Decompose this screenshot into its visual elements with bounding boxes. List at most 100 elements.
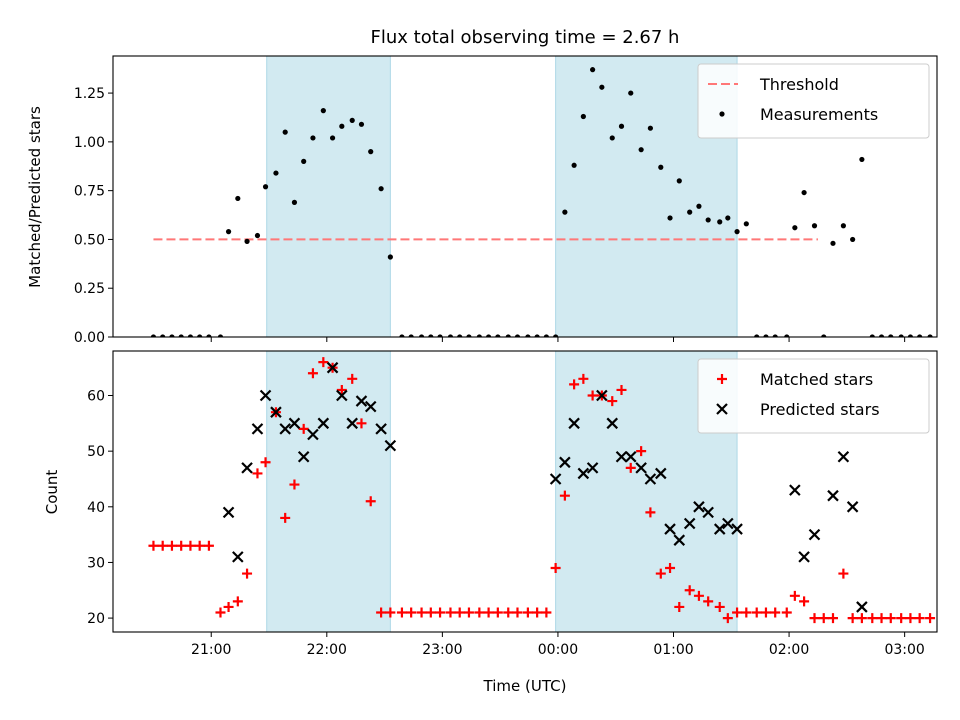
matched-star-point [578,373,589,384]
measurement-point [628,90,634,96]
measurement-point [743,221,749,227]
predicted-star-point [808,528,821,541]
predicted-star-point [722,517,734,530]
predicted-star-point [693,501,705,513]
measurement-point [888,334,894,337]
predicted-star-point [837,450,850,463]
matched-star-point [838,568,849,579]
matched-star-point [722,613,733,624]
measurement-point [329,135,336,141]
matched-star-point [503,607,514,618]
predicted-star-point [606,417,619,430]
matched-star-point [818,613,829,624]
matched-star-point [809,613,820,624]
measurement-point [754,334,760,337]
measurement-point [428,334,434,337]
matched-star-point [885,613,896,624]
measurement-point [254,232,261,239]
measurement-point [187,334,194,337]
predicted-star-point [635,462,647,474]
measurement-point [734,229,740,235]
predicted-star-point [731,523,743,535]
measurement-point [534,334,540,337]
matched-star-point [799,596,810,607]
bottom-y-tick-label: 40 [87,500,105,516]
top-legend: Threshold Measurements [697,63,930,139]
x-tick-label: 21:00 [191,642,231,658]
predicted-star-point [346,417,359,430]
predicted-star-point [549,473,562,485]
matched-star-point [425,607,436,618]
measurement-point [206,334,212,337]
measurement-point [553,334,559,337]
legend-box [697,63,930,139]
matched-star-point [365,496,376,507]
matched-star-point [714,601,725,612]
measurement-point [378,186,384,192]
measurement-point [262,184,269,190]
legend-label: Measurements [760,105,878,124]
measurement-point [869,334,875,337]
measurement-point [525,334,531,337]
measurement-point [859,156,865,163]
top-y-axis-label: Matched/Predicted stars [26,106,44,288]
measurement-point [437,334,443,337]
matched-star-point [665,563,676,574]
matched-star-point [307,368,318,379]
predicted-star-point [251,423,264,435]
matched-star-point [483,607,494,618]
matched-star-point [847,613,858,624]
matched-star-point [289,479,300,490]
measurement-point [418,334,425,337]
bottom-y-tick-label: 60 [87,389,105,405]
matched-star-point [587,390,598,401]
matched-star-point [867,613,878,624]
matched-star-point [856,613,867,624]
predicted-star-point [702,506,714,519]
legend-predicted-swatch [716,403,728,415]
bottom-y-tick-label: 50 [87,444,105,460]
predicted-star-point [384,439,397,452]
matched-star-point [703,596,714,607]
bottom-y-tick-label: 30 [87,555,105,571]
predicted-star-point [355,395,368,407]
measurement-point [580,113,586,120]
matched-star-point [435,607,446,618]
matched-star-point [260,457,271,468]
predicted-star-point [586,462,599,474]
measurement-point [150,334,157,337]
matched-star-point [406,607,417,618]
matched-star-point [655,568,666,579]
predicted-star-point [827,489,839,502]
legend-label: Predicted stars [760,400,880,419]
measurement-point [917,334,923,337]
matched-star-point [166,540,177,551]
predicted-star-point [673,534,686,546]
predicted-star-point [596,389,608,402]
measurement-point [244,238,250,244]
matched-star-point [148,540,159,551]
predicted-star-point [288,417,301,430]
matched-star-point [636,446,647,457]
matched-star-point [896,613,907,624]
matched-star-point [616,384,627,395]
matched-star-point [157,540,168,551]
measurement-point [772,334,778,337]
matched-star-point [385,607,396,618]
measurement-point [609,135,615,141]
measurement-point [273,170,279,176]
predicted-star-point [615,450,628,463]
measurement-point [878,334,885,337]
measurement-point [618,123,625,129]
measurement-point [320,108,326,114]
matched-star-point [827,613,838,624]
measurement-point [658,164,664,170]
measurement-point [821,334,827,337]
measurement-point [485,334,492,337]
matched-star-point [905,613,916,624]
bottom-axes-frame [112,350,938,633]
matched-star-point [185,540,196,551]
matched-star-point [789,590,800,601]
matched-star-point [751,607,762,618]
matched-star-point [607,396,618,407]
